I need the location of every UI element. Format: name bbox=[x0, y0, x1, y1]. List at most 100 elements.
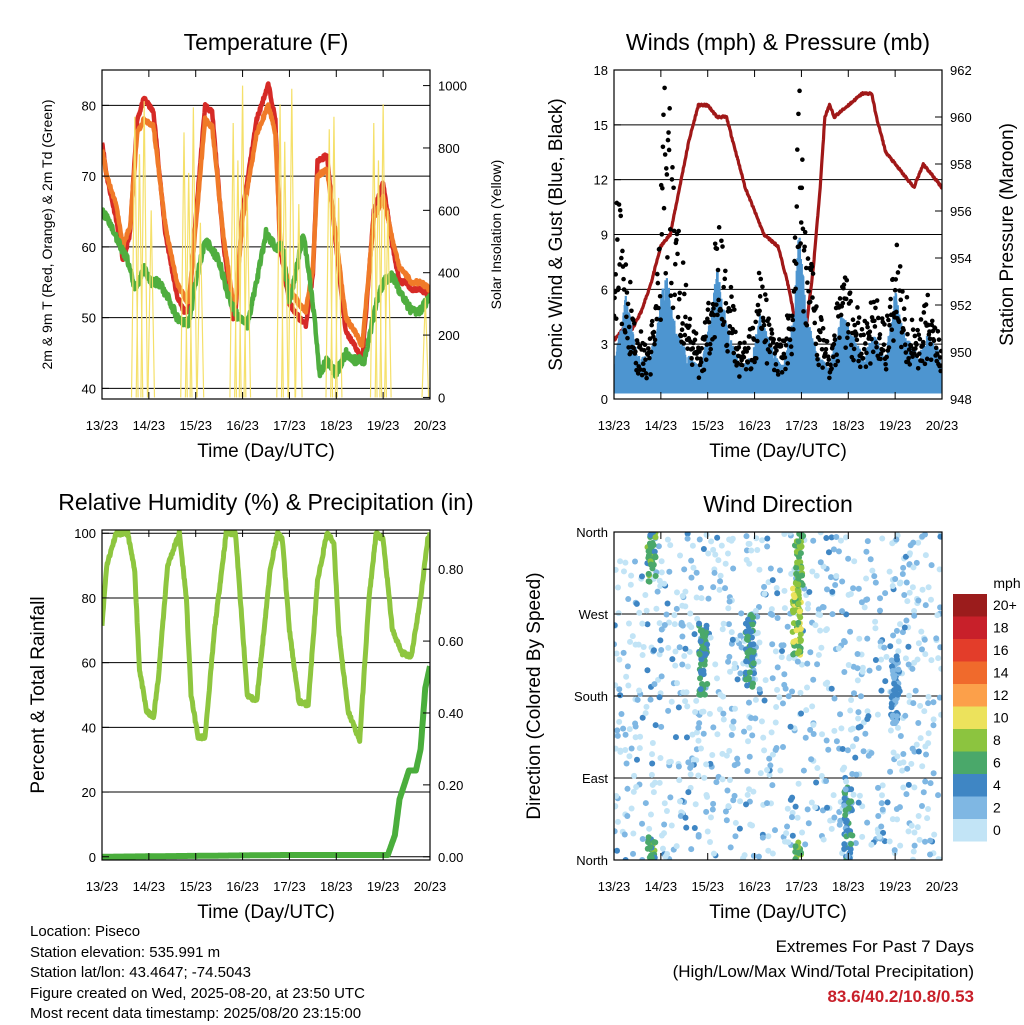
direction-point bbox=[625, 620, 632, 627]
gust-point bbox=[859, 351, 864, 357]
location-text: Location: Piseco bbox=[30, 923, 141, 940]
direction-point bbox=[854, 677, 861, 684]
direction-point bbox=[693, 594, 700, 601]
gust-point bbox=[881, 348, 886, 353]
direction-point bbox=[854, 665, 861, 672]
direction-point bbox=[855, 724, 862, 731]
direction-point bbox=[888, 663, 895, 670]
gust-point bbox=[846, 329, 851, 335]
direction-point bbox=[865, 752, 872, 759]
gust-point bbox=[682, 332, 688, 338]
direction-point bbox=[904, 598, 911, 605]
direction-point bbox=[805, 600, 812, 607]
direction-point bbox=[763, 800, 770, 807]
gust-point bbox=[714, 302, 719, 307]
direction-point bbox=[810, 676, 817, 683]
direction-point bbox=[830, 792, 837, 799]
direction-point bbox=[690, 564, 697, 571]
direction-point bbox=[910, 856, 916, 860]
gust-point bbox=[638, 367, 643, 372]
gust-point bbox=[644, 375, 649, 381]
y2-tick-label: 956 bbox=[950, 204, 972, 219]
gust-point bbox=[882, 322, 887, 327]
gust-point bbox=[798, 220, 804, 225]
direction-point bbox=[936, 566, 942, 573]
direction-point bbox=[914, 656, 921, 663]
direction-point bbox=[793, 564, 800, 571]
gust-point bbox=[620, 248, 625, 254]
direction-point bbox=[724, 550, 731, 557]
extremes-subheading: (High/Low/Max Wind/Total Precipitation) bbox=[672, 962, 974, 981]
direction-point bbox=[915, 748, 922, 755]
direction-point bbox=[639, 652, 646, 659]
direction-point bbox=[889, 583, 896, 590]
direction-point bbox=[842, 790, 849, 797]
legend-label: 8 bbox=[993, 732, 1001, 748]
gust-point bbox=[873, 305, 878, 311]
solar-spike bbox=[287, 88, 296, 398]
gust-point bbox=[651, 329, 657, 335]
direction-point bbox=[624, 663, 631, 670]
gust-point bbox=[628, 349, 634, 355]
x-tick-label: 17/23 bbox=[785, 418, 818, 433]
direction-point bbox=[744, 768, 751, 775]
direction-point bbox=[614, 566, 619, 573]
direction-point bbox=[722, 808, 729, 815]
direction-point bbox=[626, 726, 633, 733]
direction-point bbox=[927, 596, 934, 603]
direction-point bbox=[777, 767, 784, 774]
gust-point bbox=[642, 348, 647, 353]
direction-point bbox=[616, 718, 623, 725]
gust-point bbox=[631, 321, 637, 326]
direction-point bbox=[749, 732, 756, 739]
series-station-pressure bbox=[614, 91, 942, 355]
legend-label: 16 bbox=[993, 642, 1009, 658]
gust-point bbox=[619, 321, 625, 327]
y-tick-label: 15 bbox=[594, 118, 608, 133]
direction-point bbox=[842, 786, 849, 793]
gust-point bbox=[731, 350, 737, 356]
direction-point bbox=[935, 856, 942, 860]
direction-point bbox=[933, 635, 940, 642]
direction-point bbox=[683, 734, 690, 741]
gust-point bbox=[791, 327, 796, 332]
direction-point bbox=[615, 584, 622, 591]
direction-point bbox=[882, 678, 889, 685]
direction-point bbox=[899, 767, 906, 774]
direction-point bbox=[745, 675, 752, 682]
direction-point bbox=[812, 804, 819, 811]
direction-point bbox=[707, 634, 714, 641]
direction-point bbox=[875, 812, 882, 819]
gust-point bbox=[637, 343, 643, 349]
gust-point bbox=[814, 352, 820, 358]
direction-point bbox=[794, 814, 801, 821]
direction-point bbox=[904, 765, 911, 772]
gust-point bbox=[769, 331, 775, 336]
direction-point bbox=[746, 540, 753, 547]
chart-title: Relative Humidity (%) & Precipitation (i… bbox=[58, 489, 473, 515]
direction-point bbox=[746, 669, 753, 676]
direction-point bbox=[679, 602, 686, 609]
gust-point bbox=[671, 185, 676, 191]
direction-point bbox=[746, 753, 753, 760]
direction-point bbox=[745, 616, 752, 623]
direction-point bbox=[825, 746, 832, 753]
gust-point bbox=[891, 338, 896, 343]
gust-point bbox=[771, 337, 776, 342]
y-tick-label: 40 bbox=[82, 720, 96, 735]
direction-point bbox=[620, 568, 627, 575]
direction-point bbox=[661, 580, 668, 587]
gust-point bbox=[704, 342, 710, 347]
gust-point bbox=[641, 367, 647, 373]
direction-point bbox=[614, 745, 619, 752]
direction-point bbox=[677, 552, 684, 559]
direction-point bbox=[866, 667, 873, 674]
direction-point bbox=[829, 588, 836, 595]
legend-swatch bbox=[953, 684, 987, 707]
direction-point bbox=[649, 751, 656, 758]
direction-point bbox=[617, 748, 624, 755]
direction-point bbox=[902, 655, 909, 662]
x-tick-label: 20/23 bbox=[926, 418, 959, 433]
direction-point bbox=[679, 661, 686, 668]
